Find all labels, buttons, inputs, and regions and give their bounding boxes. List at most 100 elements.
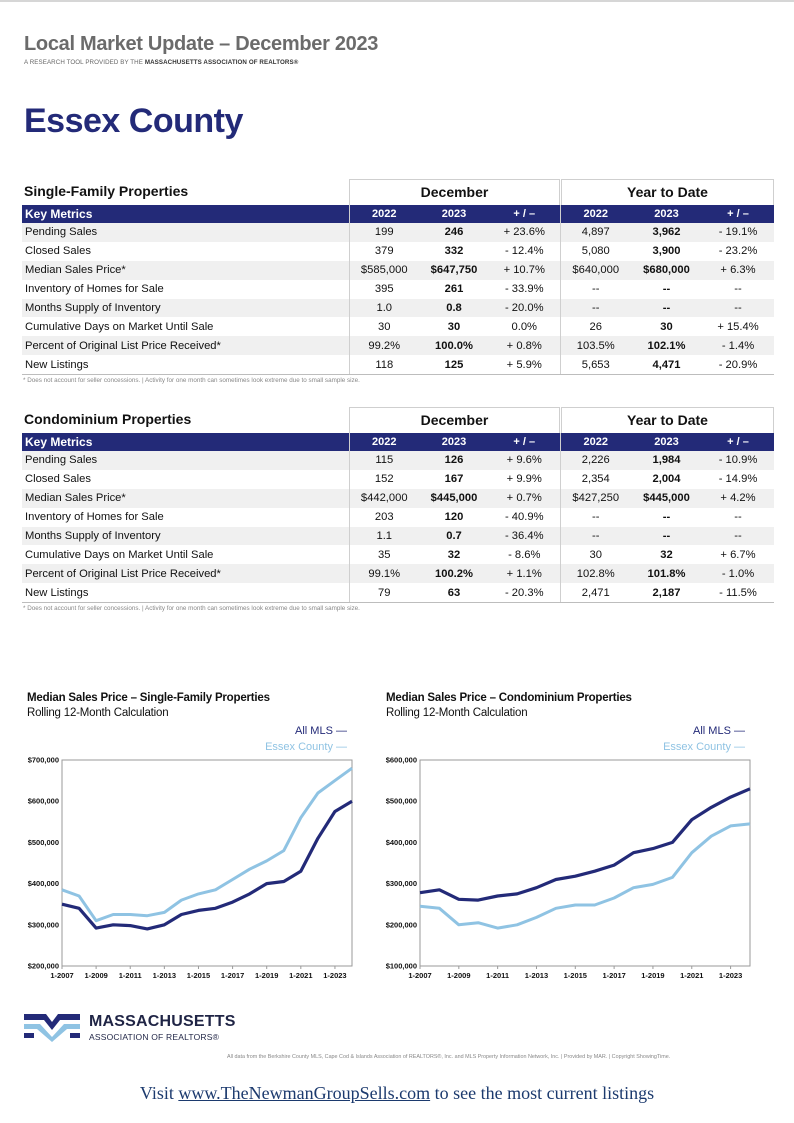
website-link[interactable]: www.TheNewmanGroupSells.com (178, 1083, 431, 1103)
y-tick-label: $400,000 (386, 838, 417, 847)
ytd-2022-cell: 2,471 (559, 583, 631, 604)
ytd-2022-cell: 30 (559, 545, 631, 565)
legend-all-mls: All MLS — (693, 725, 745, 737)
col-ytd-2022: 2022 (559, 205, 631, 223)
x-tick-label: 1-2023 (719, 971, 742, 980)
condo-section: Condominium Properties December Year to … (22, 407, 774, 612)
dec-2023-cell: $647,750 (419, 260, 489, 280)
ytd-2023-cell: 3,962 (631, 223, 702, 242)
dec-2023-cell: 120 (444, 511, 464, 524)
ytd-2023-cell: -- (631, 526, 702, 546)
ytd-2022-cell: -- (559, 526, 631, 546)
table-row: Inventory of Homes for Sale 203 120 - 40.9%… (22, 507, 774, 527)
dec-change-cell: + 0.8% (489, 336, 560, 356)
ytd-2022-cell: 5,653 (559, 355, 631, 376)
table-header-row: Key Metrics 2022 2023 + / – 2022 2023 + … (22, 433, 774, 451)
metric-cell: Median Sales Price* (22, 260, 349, 280)
table-row: Closed Sales 379 332 - 12.4% 5,080 3,900 - 23.… (22, 241, 774, 261)
dec-2022-cell: 30 (348, 317, 419, 337)
metric-cell: Inventory of Homes for Sale (25, 283, 164, 296)
ytd-2022-cell: 4,897 (559, 223, 631, 242)
dec-2023-cell: 246 (419, 223, 489, 242)
group-december: December (349, 179, 560, 205)
group-year-to-date: Year to Date (561, 407, 774, 433)
ytd-2023-cell: 30 (660, 320, 673, 333)
x-tick-label: 1-2013 (153, 971, 176, 980)
ytd-2022-cell: 26 (559, 317, 631, 337)
dec-2022-cell: $585,000 (348, 260, 419, 280)
dec-2022-cell: 199 (348, 223, 419, 242)
ytd-change-cell: + 4.2% (702, 488, 774, 508)
mar-logo-icon (24, 1014, 80, 1042)
x-tick-label: 1-2023 (323, 971, 346, 980)
ytd-2022-cell: -- (559, 279, 631, 299)
x-tick-label: 1-2017 (221, 971, 244, 980)
x-tick-label: 1-2007 (50, 971, 73, 980)
table-row: Closed Sales 152 167 + 9.9% 2,354 2,004 - 14.9… (22, 469, 774, 489)
dec-change-cell: + 23.6% (489, 223, 560, 242)
col-dec-change: + / – (489, 205, 560, 223)
ytd-2022-cell: $427,250 (559, 488, 631, 508)
metric-cell: Closed Sales (25, 473, 91, 486)
essex-county-line (419, 822, 751, 930)
metric-cell: New Listings (22, 583, 349, 604)
ytd-2022-cell: 103.5% (559, 336, 631, 356)
y-tick-label: $400,000 (28, 879, 59, 888)
dec-2022-cell: 1.0 (348, 298, 419, 318)
single-family-section: Single-Family Properties December Year t… (22, 179, 774, 384)
col-ytd-change: + / – (702, 433, 774, 451)
logo-name: MASSACHUSETTS (89, 1013, 236, 1030)
dec-2023-cell: 63 (419, 583, 489, 604)
dec-change-cell: - 33.9% (504, 283, 544, 296)
dec-change-cell: + 9.9% (506, 473, 542, 486)
ytd-2023-cell: -- (662, 511, 671, 524)
dec-2023-cell: 167 (444, 473, 464, 486)
ytd-change-cell: -- (734, 283, 742, 296)
table-footnote: * Does not account for seller concession… (23, 605, 360, 613)
col-dec-2022: 2022 (348, 205, 419, 223)
condo-chart-title: Median Sales Price – Condominium Propert… (386, 692, 632, 704)
dec-2023-cell: 126 (419, 451, 489, 470)
y-tick-label: $200,000 (28, 962, 59, 971)
y-tick-label: $300,000 (28, 920, 59, 929)
ytd-change-cell: -- (702, 526, 774, 546)
ytd-2023-cell: $445,000 (631, 488, 702, 508)
report-title: Local Market Update – December 2023 (24, 33, 379, 55)
dec-2022-cell: 1.1 (348, 526, 419, 546)
ytd-2023-cell: 2,187 (631, 583, 702, 604)
table-row: Percent of Original List Price Received*… (22, 564, 774, 584)
dec-2022-cell: 118 (348, 355, 419, 376)
col-dec-2023: 2023 (419, 433, 489, 451)
col-ytd-2023: 2023 (631, 205, 702, 223)
visit-banner: Visit www.TheNewmanGroupSells.com to see… (0, 1083, 794, 1104)
ytd-change-cell: -- (702, 298, 774, 318)
metric-cell: Inventory of Homes for Sale (25, 511, 164, 524)
ytd-change-cell: - 1.4% (702, 336, 774, 356)
dec-2023-cell: 100.2% (419, 564, 489, 584)
dec-change-cell: - 36.4% (489, 526, 560, 546)
y-tick-label: $200,000 (386, 920, 417, 929)
ytd-2022-cell: 2,226 (559, 451, 631, 470)
metric-cell: Pending Sales (22, 451, 349, 470)
x-tick-label: 1-2007 (408, 971, 431, 980)
x-tick-label: 1-2019 (255, 971, 278, 980)
essex-county-line (61, 766, 353, 923)
ytd-change-cell: - 14.9% (718, 473, 758, 486)
dec-2022-cell: 379 (348, 241, 419, 261)
x-tick-label: 1-2009 (84, 971, 107, 980)
table-row: Median Sales Price* $585,000 $647,750 + 10.… (22, 260, 774, 280)
all-mls-line (419, 787, 751, 902)
ytd-change-cell: -- (734, 511, 742, 524)
ytd-2022-cell: -- (559, 507, 631, 527)
condo-chart-subtitle: Rolling 12-Month Calculation (386, 707, 528, 719)
dec-change-cell: - 20.3% (489, 583, 560, 604)
dec-change-cell: + 5.9% (489, 355, 560, 376)
dec-2023-cell: 332 (444, 245, 464, 258)
dec-2023-cell: 125 (419, 355, 489, 376)
table-row: Months Supply of Inventory 1.0 0.8- 20.0% -… (22, 298, 774, 318)
dec-2022-cell: 203 (348, 507, 419, 527)
group-year-to-date: Year to Date (561, 179, 774, 205)
table-row: Cumulative Days on Market Until Sale 30 30… (22, 317, 774, 337)
dec-2022-cell: 115 (348, 451, 419, 470)
ytd-2022-cell: $640,000 (559, 260, 631, 280)
